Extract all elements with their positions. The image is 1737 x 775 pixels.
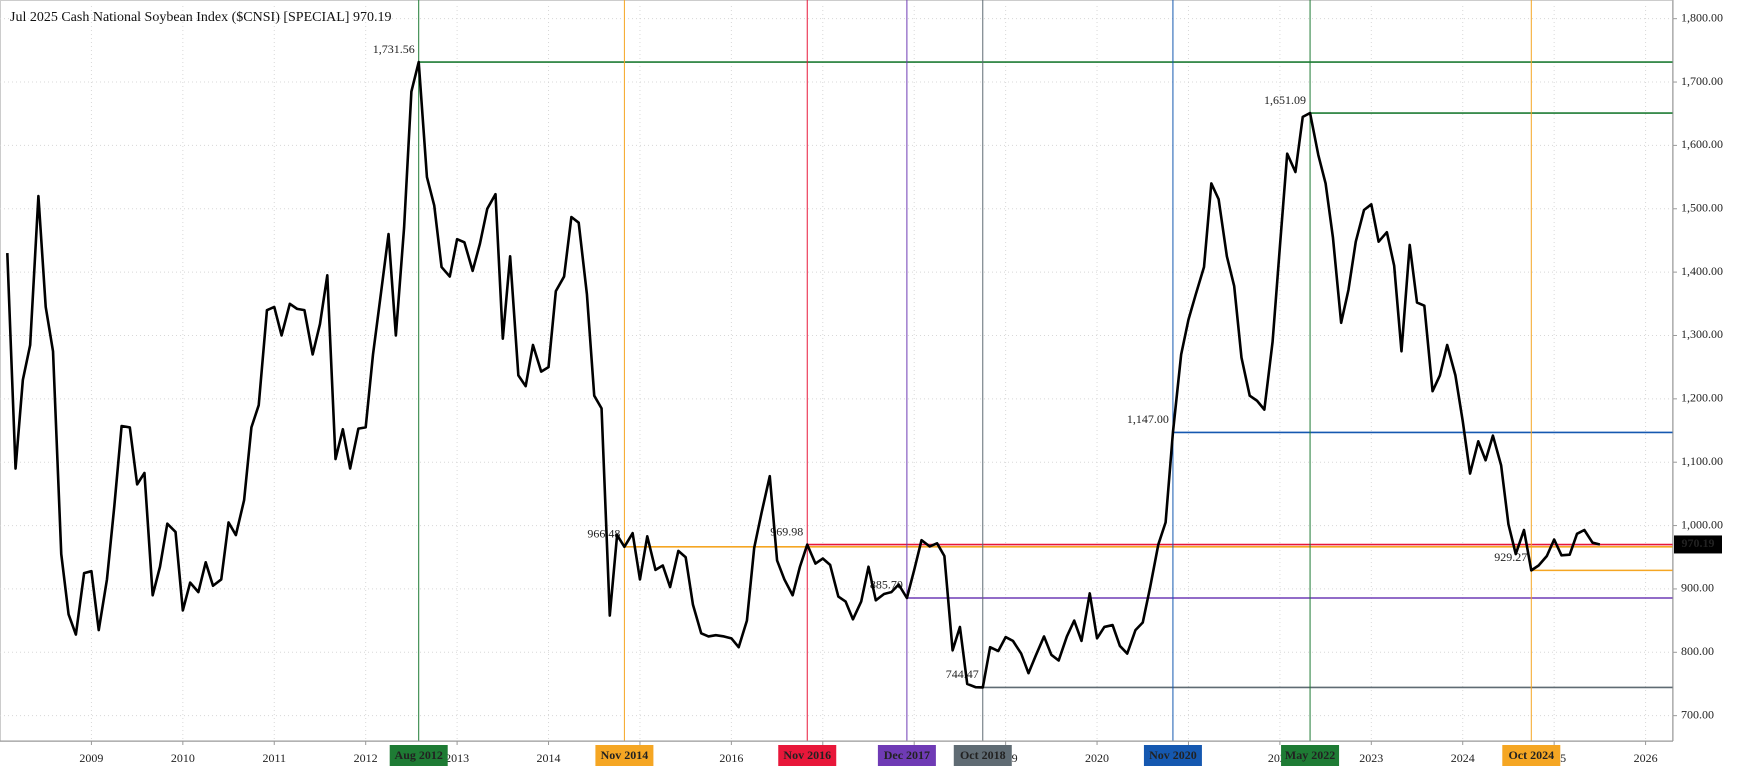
x-tick-label: 2014 (537, 751, 561, 765)
level-label: 744.47 (946, 667, 979, 681)
x-tick-label: 2011 (262, 751, 286, 765)
x-tick-label: 2024 (1451, 751, 1475, 765)
chart-title: Jul 2025 Cash National Soybean Index ($C… (10, 10, 391, 25)
level-label: 1,731.56 (373, 42, 415, 56)
date-label: May 2022 (1285, 748, 1335, 762)
date-label: Aug 2012 (395, 748, 443, 762)
date-box (595, 745, 654, 766)
date-box (877, 745, 936, 766)
date-box (778, 745, 837, 766)
x-tick-label: 2013 (445, 751, 469, 765)
level-label: 1,147.00 (1127, 412, 1169, 426)
level-label: 966.48 (587, 527, 620, 541)
y-tick-label: 1,000.00 (1681, 517, 1723, 531)
y-tick-label: 1,800.00 (1681, 10, 1723, 24)
date-box (953, 745, 1012, 766)
y-tick-label: 1,700.00 (1681, 74, 1723, 88)
level-label: 929.27 (1494, 550, 1527, 564)
date-label: Dec 2017 (884, 748, 930, 762)
y-tick-label: 1,600.00 (1681, 137, 1723, 151)
date-label: Nov 2020 (1149, 748, 1197, 762)
y-tick-label: 1,400.00 (1681, 264, 1723, 278)
date-box (389, 745, 448, 766)
date-label: Nov 2014 (601, 748, 649, 762)
date-label: Oct 2024 (1508, 748, 1554, 762)
y-tick-label: 1,100.00 (1681, 454, 1723, 468)
level-label: 969.98 (770, 524, 803, 538)
x-tick-label: 2010 (171, 751, 195, 765)
last-value-label: 970.19 (1682, 536, 1715, 550)
y-tick-label: 1,500.00 (1681, 201, 1723, 215)
date-box (1502, 745, 1561, 766)
x-tick-label: 2020 (1085, 751, 1109, 765)
x-tick-label: 2016 (719, 751, 743, 765)
price-line (6, 60, 1601, 689)
last-value-box (1674, 535, 1722, 554)
y-tick-label: 1,200.00 (1681, 391, 1723, 405)
y-tick-label: 800.00 (1681, 644, 1714, 658)
y-tick-label: 700.00 (1681, 707, 1714, 721)
x-tick-label: 2023 (1359, 751, 1383, 765)
date-box (1281, 745, 1340, 766)
x-tick-label: 2012 (354, 751, 378, 765)
date-label: Oct 2018 (960, 748, 1006, 762)
x-tick-label: 2026 (1634, 751, 1658, 765)
date-label: Nov 2016 (783, 748, 831, 762)
level-label: 1,651.09 (1264, 93, 1306, 107)
y-tick-label: 1,300.00 (1681, 327, 1723, 341)
plot-frame (0, 0, 1673, 742)
y-tick-label: 900.00 (1681, 581, 1714, 595)
date-box (1143, 745, 1202, 766)
plot (6, 60, 1601, 689)
x-tick-label: 2009 (79, 751, 103, 765)
